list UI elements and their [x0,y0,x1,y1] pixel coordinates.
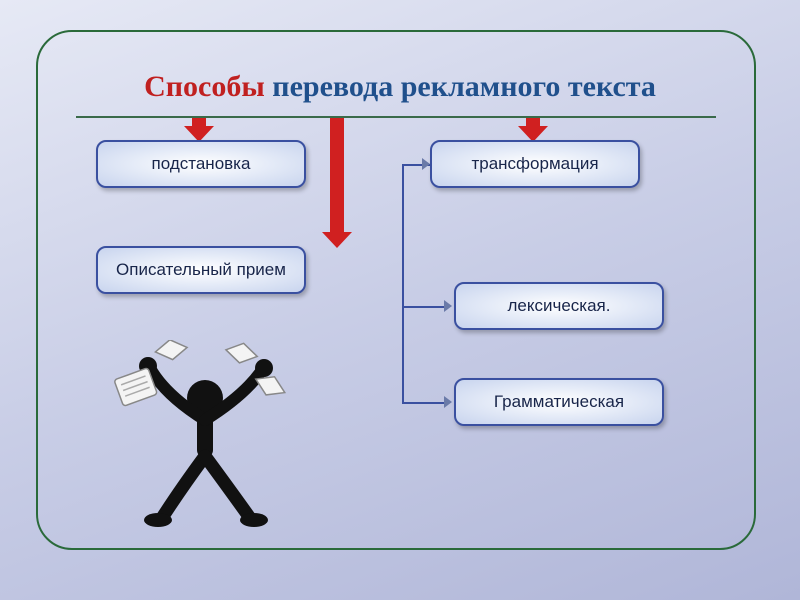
node-descriptive: Описательный прием [96,246,306,294]
node-grammar: Грамматическая [454,378,664,426]
node-transformation: трансформация [430,140,640,188]
node-substitution: подстановка [96,140,306,188]
connector-tri-3 [444,396,452,408]
slide-title: Способы перевода рекламного текста [60,70,740,104]
title-underline [76,116,716,118]
arrow-red-1 [192,118,206,128]
connector-trunk [402,164,404,402]
title-word-1: Способы [144,70,265,103]
node-lexical: лексическая. [454,282,664,330]
node-label: лексическая. [507,296,610,316]
connector-tri-2 [444,300,452,312]
node-label: трансформация [471,154,598,174]
title-rest: перевода рекламного текста [272,70,656,103]
node-label: подстановка [152,154,251,174]
slide: Способы перевода рекламного текста подст… [0,0,800,600]
node-label: Грамматическая [494,392,624,412]
clipart-figure [110,340,300,530]
connector-tri-1 [422,158,430,170]
arrow-red-2 [330,118,344,234]
node-label: Описательный прием [116,260,286,280]
connector-branch-3 [402,402,448,404]
arrow-red-3 [526,118,540,128]
connector-branch-2 [402,306,448,308]
